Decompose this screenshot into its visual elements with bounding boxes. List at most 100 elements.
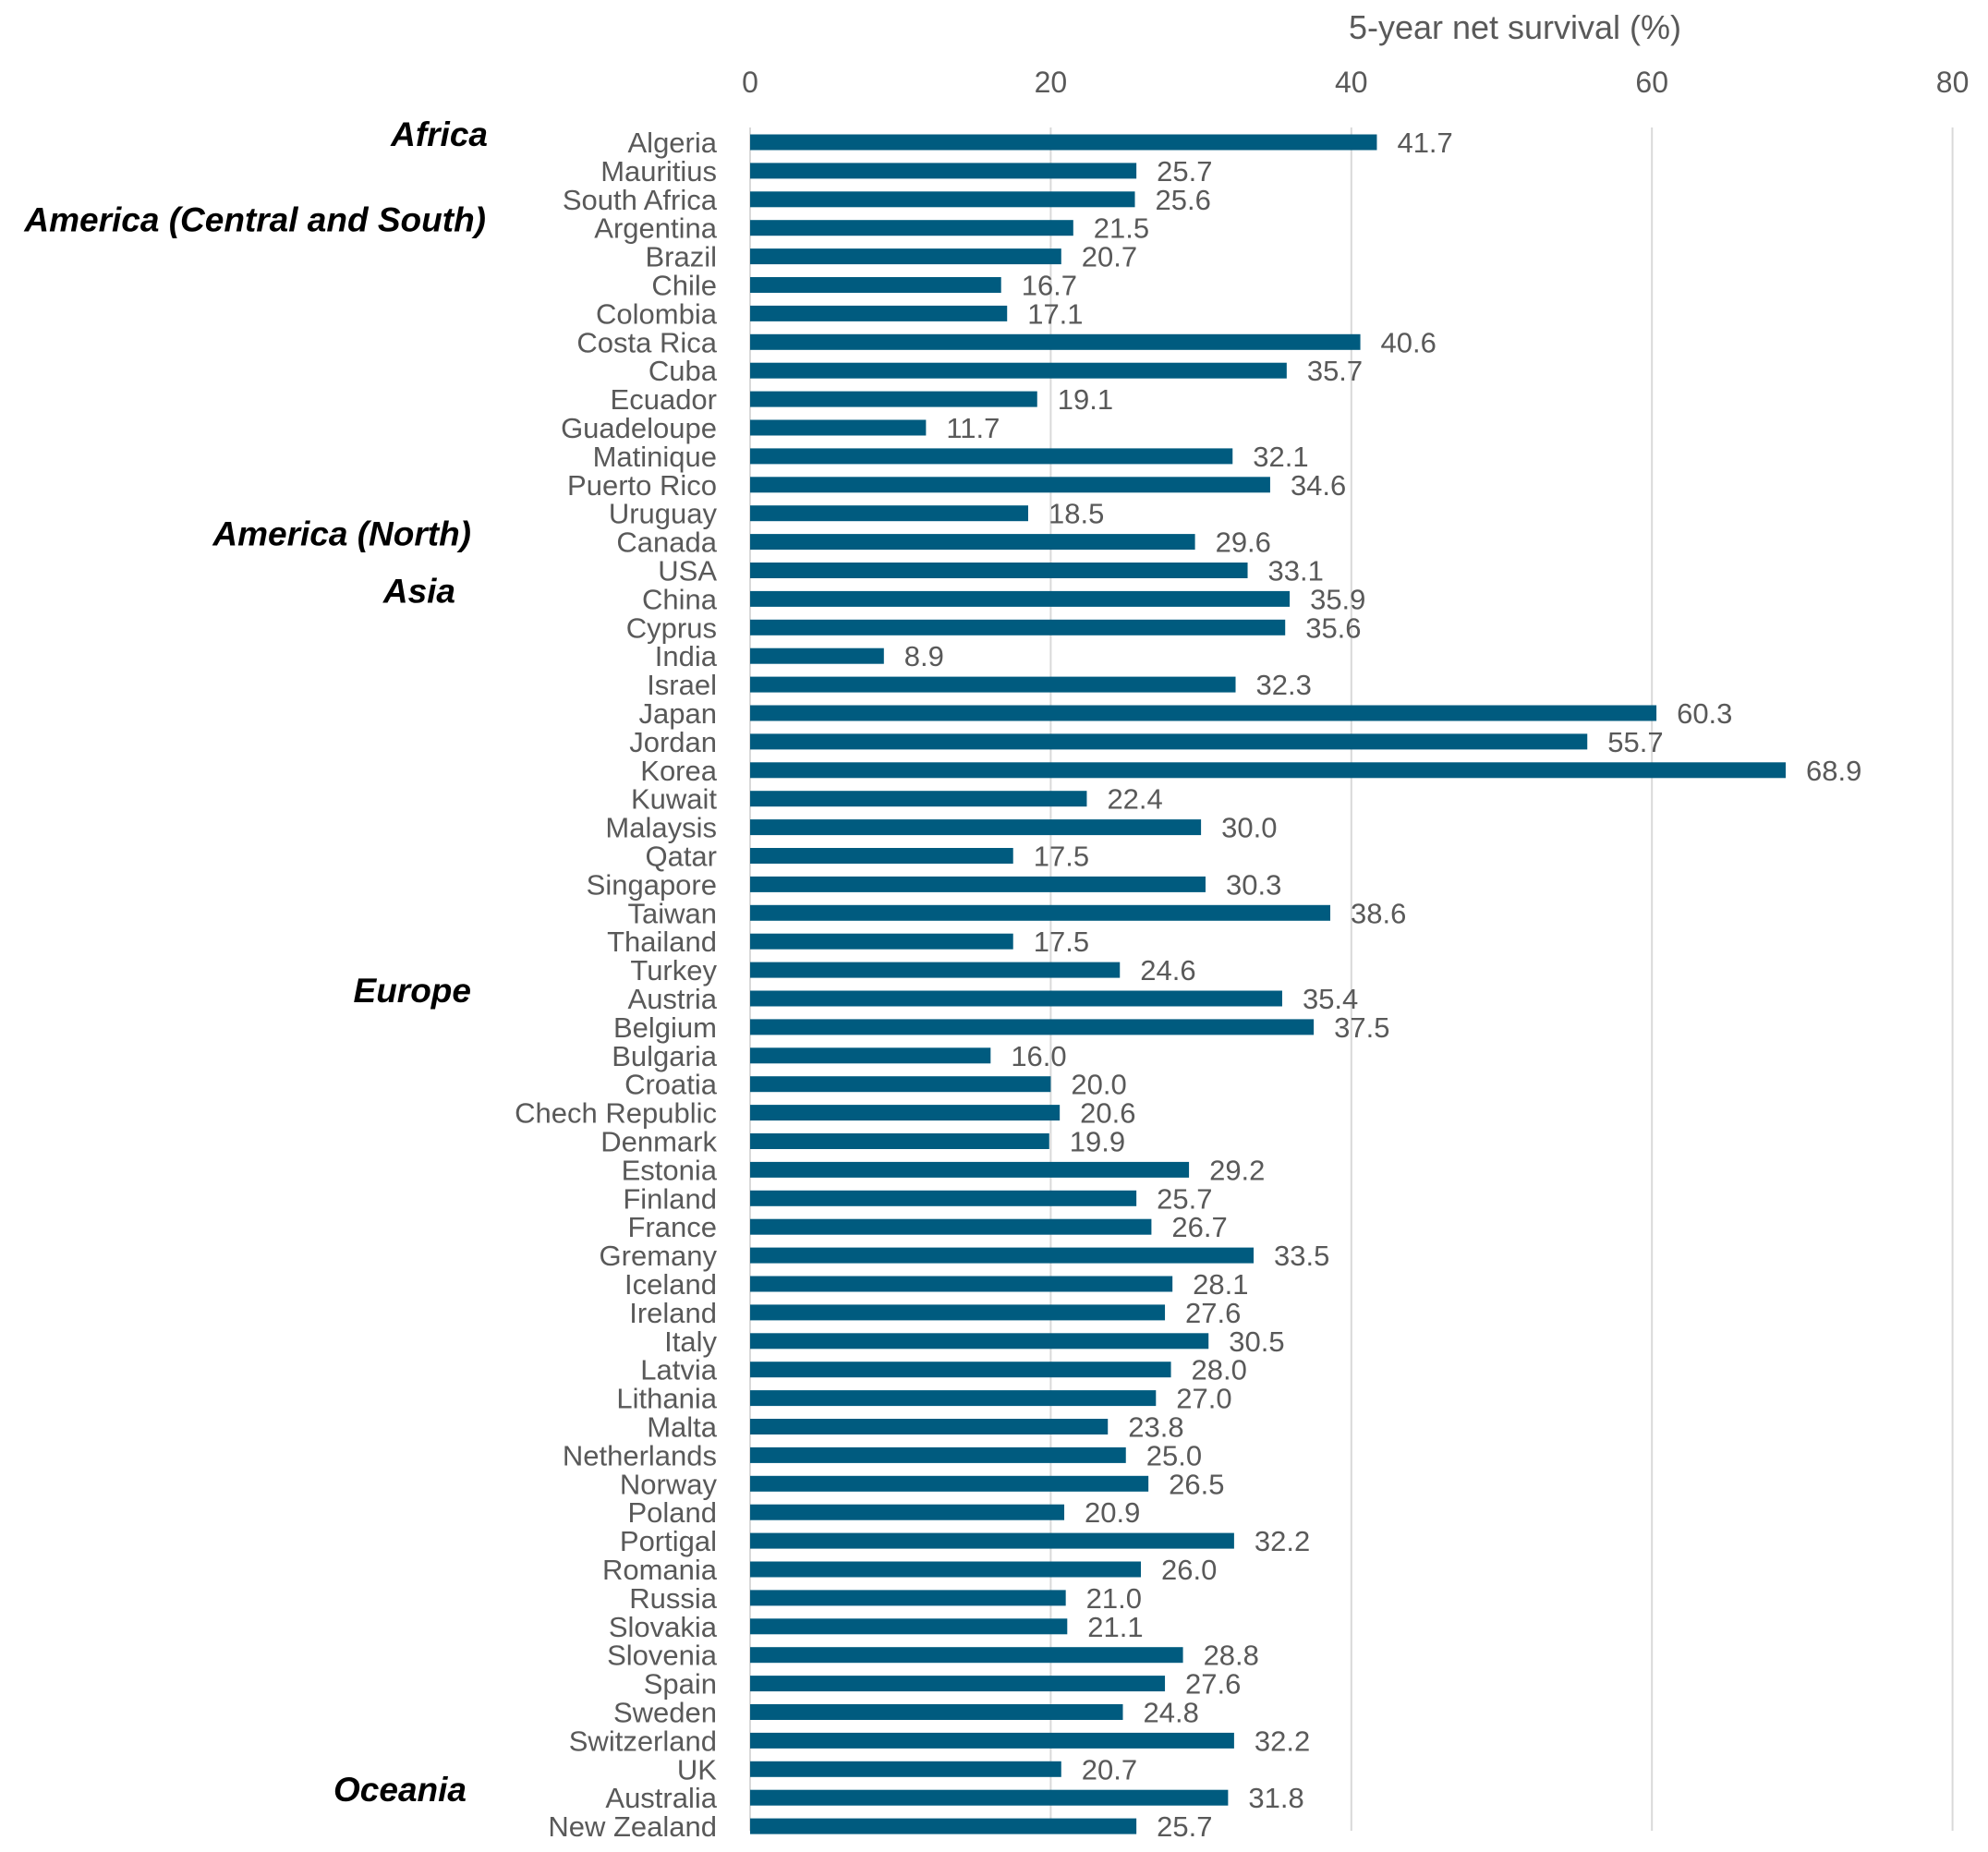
bars — [750, 134, 1787, 1834]
bar-kuwait — [750, 791, 1087, 807]
bar-puerto-rico — [750, 477, 1270, 493]
bar-colombia — [750, 305, 1008, 321]
value-label: 23.8 — [1128, 1411, 1183, 1444]
category-label: Portigal — [620, 1525, 717, 1557]
category-label: Latvia — [640, 1354, 717, 1386]
value-label: 41.7 — [1397, 127, 1452, 159]
bar-portigal — [750, 1532, 1234, 1549]
value-label: 68.9 — [1806, 755, 1861, 787]
value-label: 19.1 — [1058, 383, 1113, 416]
region-label-europe: Europe — [354, 972, 471, 1010]
bar-estonia — [750, 1161, 1190, 1178]
category-label: Switzerland — [569, 1725, 717, 1757]
category-label: Norway — [620, 1468, 718, 1500]
bar-denmark — [750, 1133, 1049, 1149]
bar-guadeloupe — [750, 419, 927, 436]
region-label-america-central-and-south: America (Central and South) — [23, 201, 486, 239]
bar-france — [750, 1218, 1152, 1235]
value-label: 25.7 — [1157, 1810, 1212, 1843]
category-label: Uruguay — [609, 498, 718, 530]
category-label: Italy — [664, 1325, 717, 1358]
bar-norway — [750, 1475, 1149, 1492]
value-label: 27.0 — [1176, 1383, 1231, 1415]
bar-chile — [750, 277, 1001, 293]
category-label: Slovenia — [607, 1640, 718, 1672]
category-label: Austria — [628, 983, 718, 1015]
bar-finland — [750, 1190, 1137, 1206]
category-label: Matinique — [593, 441, 717, 473]
region-label-oceania: Oceania — [333, 1771, 467, 1809]
category-label: Cuba — [649, 355, 718, 387]
category-label: Malaysis — [605, 812, 717, 844]
category-label: Iceland — [624, 1268, 717, 1301]
bar-qatar — [750, 848, 1013, 864]
value-label: 32.2 — [1255, 1725, 1310, 1757]
category-label: Chech Republic — [515, 1097, 717, 1130]
category-label: Russia — [629, 1582, 718, 1615]
category-label: Sweden — [613, 1697, 717, 1729]
category-label: Ecuador — [611, 383, 717, 416]
value-label: 35.7 — [1307, 355, 1363, 387]
value-label: 30.0 — [1221, 812, 1277, 844]
x-tick-label: 20 — [1035, 66, 1068, 99]
bar-algeria — [750, 134, 1377, 151]
bar-jordan — [750, 733, 1588, 750]
category-label: Poland — [627, 1496, 717, 1529]
bar-argentina — [750, 220, 1073, 236]
value-label: 24.8 — [1143, 1697, 1198, 1729]
value-label: 21.5 — [1094, 212, 1149, 245]
bar-new-zealand — [750, 1818, 1137, 1834]
category-label: Malta — [647, 1411, 718, 1444]
bar-australia — [750, 1789, 1229, 1806]
value-label: 20.9 — [1085, 1496, 1140, 1529]
bar-chech-republic — [750, 1105, 1061, 1121]
value-label: 11.7 — [946, 412, 1000, 444]
value-labels: 41.725.725.621.520.716.717.140.635.719.1… — [904, 127, 1862, 1843]
value-label: 17.5 — [1034, 926, 1089, 958]
category-label: New Zealand — [548, 1810, 717, 1843]
value-label: 33.1 — [1268, 555, 1324, 587]
value-label: 8.9 — [904, 640, 944, 672]
value-label: 34.6 — [1291, 469, 1346, 502]
bar-belgium — [750, 1019, 1315, 1035]
x-tick-label: 0 — [742, 66, 758, 99]
value-label: 16.7 — [1022, 270, 1077, 302]
value-label: 30.3 — [1226, 868, 1281, 901]
bar-china — [750, 590, 1291, 607]
bar-matinique — [750, 448, 1233, 465]
value-label: 35.9 — [1310, 583, 1365, 615]
bar-singapore — [750, 876, 1206, 892]
category-label: Guadeloupe — [561, 412, 717, 444]
value-label: 37.5 — [1334, 1011, 1389, 1044]
value-label: 20.0 — [1071, 1069, 1126, 1101]
bar-cuba — [750, 362, 1287, 379]
x-tick-label: 80 — [1936, 66, 1970, 99]
category-label: Israel — [647, 669, 717, 701]
value-label: 21.1 — [1087, 1611, 1143, 1643]
bar-ecuador — [750, 391, 1037, 407]
category-label: Belgium — [613, 1011, 717, 1044]
category-label: Ireland — [629, 1297, 717, 1329]
x-tick-label: 60 — [1635, 66, 1668, 99]
bar-slovakia — [750, 1618, 1068, 1635]
value-label: 26.5 — [1169, 1468, 1224, 1500]
bar-brazil — [750, 248, 1061, 265]
value-label: 26.0 — [1161, 1554, 1217, 1586]
category-label: Australia — [605, 1782, 717, 1814]
category-label: Gremany — [600, 1240, 718, 1272]
value-label: 24.6 — [1140, 954, 1195, 987]
category-label: Algeria — [628, 127, 718, 159]
value-label: 17.1 — [1027, 297, 1083, 330]
bar-uk — [750, 1761, 1061, 1777]
bar-mauritius — [750, 163, 1137, 179]
bar-south-africa — [750, 191, 1135, 208]
value-label: 25.0 — [1146, 1439, 1202, 1471]
bar-malta — [750, 1419, 1109, 1434]
value-label: 17.5 — [1034, 841, 1089, 873]
bar-cyprus — [750, 619, 1286, 635]
value-label: 29.6 — [1216, 527, 1271, 559]
value-label: 28.8 — [1204, 1640, 1259, 1672]
category-label: Denmark — [600, 1126, 717, 1158]
value-label: 16.0 — [1011, 1040, 1066, 1072]
category-label: Puerto Rico — [567, 469, 717, 502]
